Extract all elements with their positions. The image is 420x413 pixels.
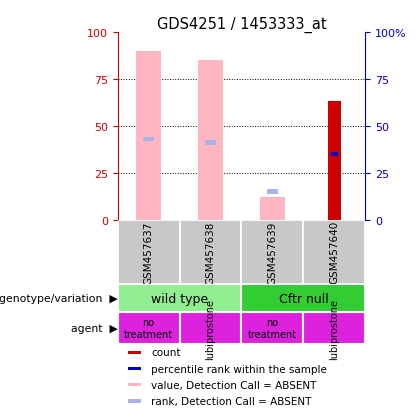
Bar xyxy=(303,220,365,285)
Text: GSM457637: GSM457637 xyxy=(144,221,154,284)
Bar xyxy=(303,312,365,344)
Bar xyxy=(128,399,141,403)
Text: percentile rank within the sample: percentile rank within the sample xyxy=(151,364,327,374)
Bar xyxy=(128,383,141,387)
Bar xyxy=(128,367,141,370)
Text: GSM457640: GSM457640 xyxy=(329,221,339,284)
Text: agent  ▶: agent ▶ xyxy=(71,323,118,333)
Bar xyxy=(241,220,303,285)
Bar xyxy=(198,61,223,220)
Text: no
treatment: no treatment xyxy=(248,318,297,339)
Text: no
treatment: no treatment xyxy=(124,318,173,339)
Text: Cftr null: Cftr null xyxy=(278,292,328,305)
Bar xyxy=(241,285,365,312)
Text: lubiprostone: lubiprostone xyxy=(329,298,339,359)
Text: genotype/variation  ▶: genotype/variation ▶ xyxy=(0,293,118,304)
Bar xyxy=(118,285,242,312)
Bar xyxy=(328,102,341,220)
Bar xyxy=(180,312,241,344)
Bar xyxy=(118,312,180,344)
Text: value, Detection Call = ABSENT: value, Detection Call = ABSENT xyxy=(151,380,316,390)
Bar xyxy=(331,152,338,157)
Text: wild type: wild type xyxy=(151,292,208,305)
Text: lubiprostone: lubiprostone xyxy=(205,298,215,359)
Text: count: count xyxy=(151,348,181,358)
Title: GDS4251 / 1453333_at: GDS4251 / 1453333_at xyxy=(157,17,326,33)
Bar xyxy=(180,220,241,285)
Text: GSM457638: GSM457638 xyxy=(205,221,215,284)
Bar xyxy=(118,220,180,285)
Bar xyxy=(128,351,141,354)
Text: rank, Detection Call = ABSENT: rank, Detection Call = ABSENT xyxy=(151,396,311,406)
Bar xyxy=(260,198,285,220)
Bar xyxy=(136,52,161,220)
Bar xyxy=(143,137,154,142)
Bar xyxy=(205,141,216,146)
Bar xyxy=(241,312,303,344)
Bar xyxy=(267,190,278,195)
Text: GSM457639: GSM457639 xyxy=(268,221,278,284)
